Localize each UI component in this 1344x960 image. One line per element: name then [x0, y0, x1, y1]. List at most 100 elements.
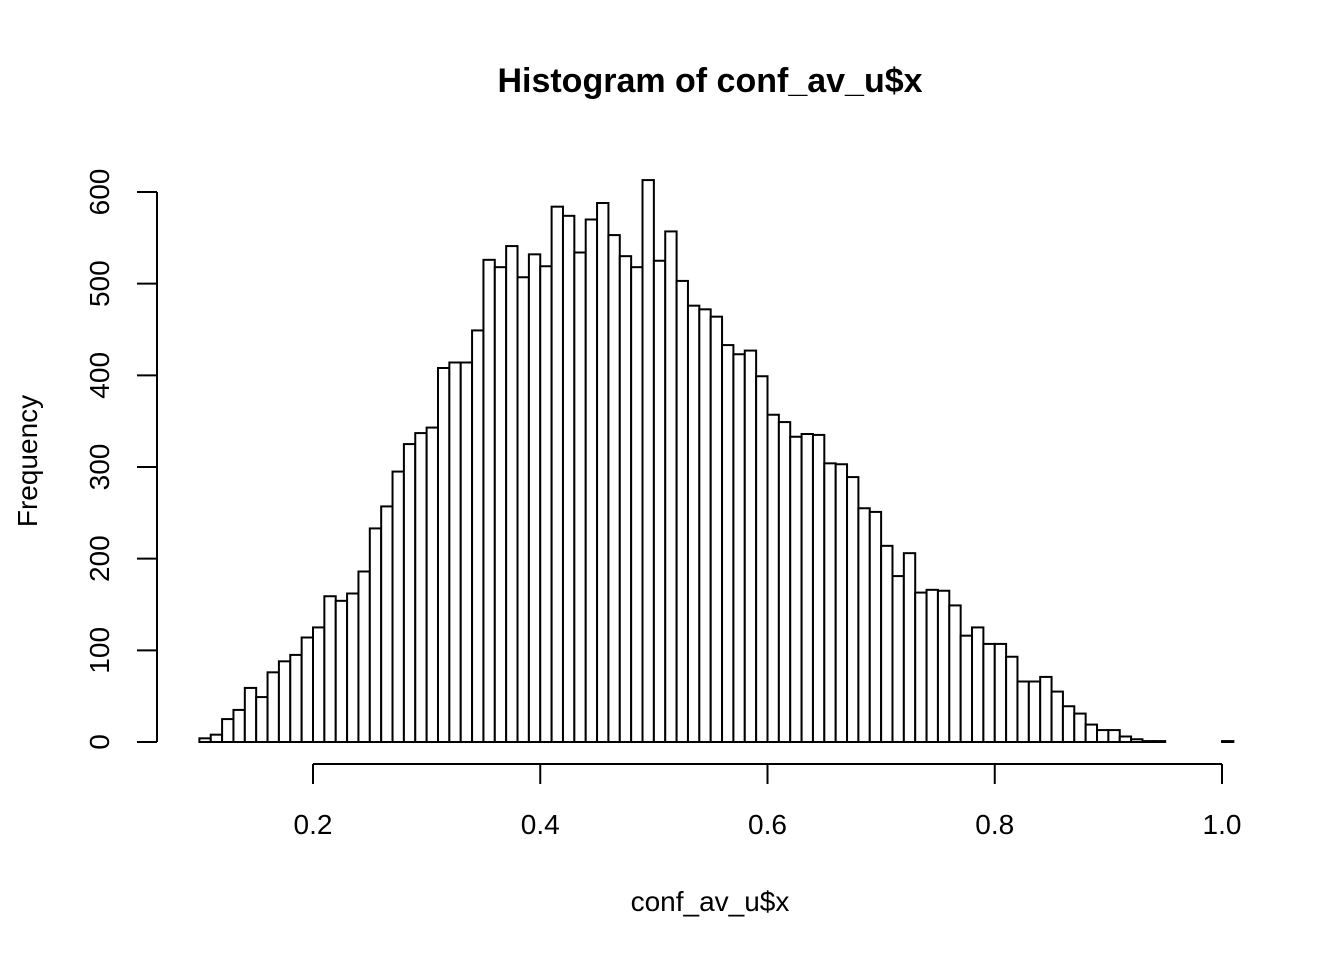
- histogram-bar: [471, 329, 485, 743]
- histogram-bar: [811, 433, 826, 743]
- histogram-bar: [914, 591, 928, 744]
- histogram-bar: [334, 599, 349, 744]
- histogram-bar: [823, 462, 837, 743]
- x-tick-label: 0.2: [294, 809, 333, 840]
- x-axis-label: conf_av_u$x: [631, 886, 790, 917]
- histogram-bar: [664, 230, 678, 743]
- histogram-bar: [652, 259, 667, 743]
- histogram-bar: [1016, 680, 1030, 743]
- histogram-bar: [1027, 680, 1042, 743]
- chart-title: Histogram of conf_av_u$x: [497, 62, 922, 100]
- histogram-bar: [971, 626, 985, 743]
- histogram-bar: [561, 214, 576, 743]
- histogram-bar: [982, 642, 996, 743]
- histogram-bar: [459, 361, 474, 743]
- histogram-bar: [868, 510, 883, 744]
- histogram-bar: [527, 253, 542, 744]
- histogram-bar: [891, 575, 905, 744]
- histogram-bar: [1118, 735, 1133, 743]
- x-tick-label: 0.8: [975, 809, 1014, 840]
- histogram-bar: [221, 718, 235, 744]
- histogram-bar: [993, 642, 1008, 743]
- histogram-bar: [596, 202, 610, 743]
- histogram-bar: [323, 595, 337, 743]
- histogram-bar: [721, 344, 735, 743]
- histogram-bar: [1107, 729, 1121, 744]
- histogram-bar: [436, 367, 451, 743]
- histogram-bar: [743, 349, 758, 743]
- histogram-bar: [198, 737, 212, 744]
- histogram-bar: [414, 432, 428, 743]
- y-tick-label: 500: [84, 260, 115, 307]
- histogram-bar: [607, 234, 621, 744]
- histogram-bar: [846, 476, 860, 743]
- histogram-bar: [380, 505, 394, 744]
- histogram-bars: [198, 179, 1235, 744]
- histogram-bar: [539, 265, 553, 743]
- histogram-bar: [1005, 655, 1019, 743]
- histogram-bar: [368, 527, 383, 743]
- histogram-bar: [289, 653, 303, 743]
- histogram-bar: [255, 696, 269, 744]
- x-tick-label: 0.4: [521, 809, 560, 840]
- histogram-bar: [766, 413, 780, 743]
- histogram-bar: [1061, 705, 1076, 743]
- histogram-bar: [312, 626, 326, 743]
- histogram-bar: [1084, 723, 1099, 744]
- histogram-bar: [1152, 740, 1167, 744]
- histogram-bar: [936, 589, 951, 743]
- histogram-bar: [902, 552, 917, 743]
- histogram-bar: [357, 570, 371, 743]
- histogram-bar: [880, 544, 894, 744]
- histogram-bar: [493, 266, 508, 743]
- y-tick-label: 300: [84, 444, 115, 491]
- x-tick-label: 0.6: [748, 809, 787, 840]
- y-axis-label: Frequency: [12, 395, 43, 527]
- histogram-bar: [266, 671, 280, 744]
- histogram-bar: [300, 636, 315, 743]
- histogram-bar: [800, 433, 814, 743]
- x-tick-label: 1.0: [1203, 809, 1242, 840]
- histogram-bar: [959, 634, 974, 743]
- histogram-bar: [1050, 690, 1064, 744]
- histogram-bar: [232, 708, 246, 743]
- histogram-bar: [425, 426, 439, 743]
- histogram-bar: [1141, 740, 1155, 744]
- histogram-bar: [686, 304, 701, 743]
- histogram-bar: [277, 660, 292, 744]
- y-tick-label: 400: [84, 352, 115, 399]
- histogram-bar: [698, 308, 712, 743]
- histogram-bar: [482, 258, 496, 743]
- histogram-bar: [1221, 740, 1235, 744]
- histogram-bar: [789, 435, 803, 743]
- histogram-bar: [573, 251, 587, 743]
- histogram-bar: [516, 276, 530, 743]
- histogram-bar: [1039, 675, 1053, 743]
- histogram-bar: [1073, 712, 1087, 744]
- histogram-bar: [732, 353, 746, 743]
- histogram-bar: [857, 507, 871, 743]
- histogram-bar: [209, 733, 224, 743]
- histogram-bar: [391, 470, 405, 743]
- histogram-bar: [346, 592, 360, 743]
- histogram-bar: [402, 443, 417, 743]
- histogram-bar: [641, 179, 655, 743]
- histogram-bar: [925, 588, 939, 744]
- histogram-bar: [777, 421, 792, 743]
- histogram-bar: [505, 245, 519, 744]
- histogram-bar: [755, 375, 769, 743]
- histogram-bar: [630, 266, 644, 743]
- histogram-bar: [948, 604, 962, 743]
- histogram-bar: [618, 255, 633, 743]
- histogram-bar: [709, 315, 724, 743]
- histogram-bar: [584, 218, 599, 743]
- histogram-bar: [1130, 738, 1144, 743]
- histogram-bar: [1096, 729, 1110, 744]
- y-tick-label: 0: [84, 734, 115, 750]
- y-tick-label: 200: [84, 535, 115, 582]
- histogram-bar: [675, 279, 689, 743]
- histogram-bar: [448, 361, 462, 743]
- x-axis: 0.2 0.4 0.6 0.8 1.0: [294, 763, 1242, 840]
- histogram-bar: [243, 686, 258, 743]
